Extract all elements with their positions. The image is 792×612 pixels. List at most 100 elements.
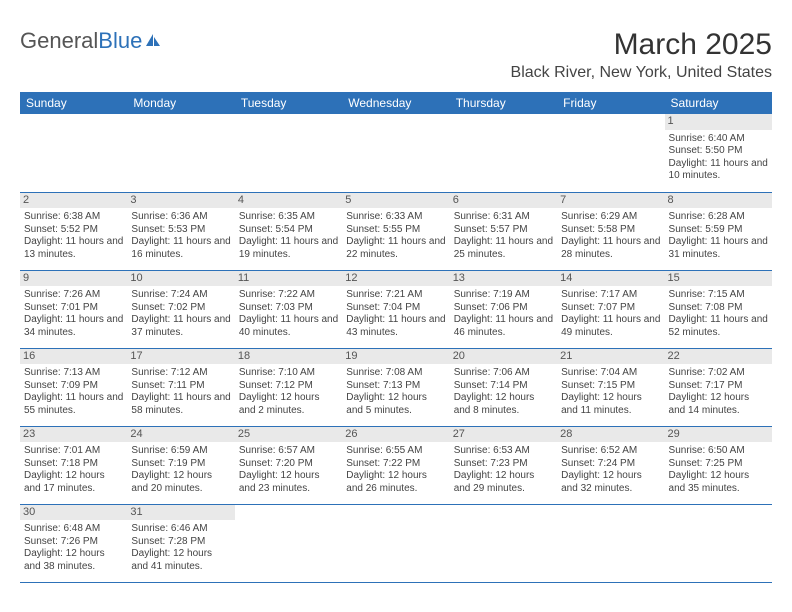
daylight-text: Daylight: 12 hours and 11 minutes. bbox=[561, 392, 660, 417]
calendar-cell-empty bbox=[342, 504, 449, 582]
calendar-cell: 9Sunrise: 7:26 AMSunset: 7:01 PMDaylight… bbox=[20, 270, 127, 348]
calendar-cell-empty bbox=[235, 114, 342, 192]
sunrise-text: Sunrise: 6:33 AM bbox=[346, 211, 445, 224]
calendar-cell: 21 Sunrise: 7:04 AMSunset: 7:15 PMDayligh… bbox=[557, 348, 664, 426]
daylight-text: Daylight: 11 hours and 16 minutes. bbox=[131, 236, 230, 261]
sunset-text: Sunset: 5:55 PM bbox=[346, 224, 445, 237]
calendar-row: 2 Sunrise: 6:38 AMSunset: 5:52 PM Daylight… bbox=[20, 192, 772, 270]
calendar-cell: 26Sunrise: 6:55 AMSunset: 7:22 PMDayligh… bbox=[342, 426, 449, 504]
sunset-text: Sunset: 7:15 PM bbox=[561, 380, 660, 393]
sunrise-text: Sunrise: 7:10 AM bbox=[239, 367, 338, 380]
sunrise-text: Sunrise: 7:15 AM bbox=[669, 289, 768, 302]
calendar-cell: 17Sunrise: 7:12 AMSunset: 7:11 PMDayligh… bbox=[127, 348, 234, 426]
day-number: 11 bbox=[235, 271, 342, 287]
calendar-row: 23Sunrise: 7:01 AMSunset: 7:18 PMDayligh… bbox=[20, 426, 772, 504]
logo-text-2: Blue bbox=[98, 28, 142, 54]
sunrise-text: Sunrise: 7:19 AM bbox=[454, 289, 553, 302]
sunrise-text: Sunrise: 6:29 AM bbox=[561, 211, 660, 224]
daylight-text: Daylight: 11 hours and 49 minutes. bbox=[561, 314, 660, 339]
daylight-text: Daylight: 11 hours and 43 minutes. bbox=[346, 314, 445, 339]
weekday-header: Sunday bbox=[20, 92, 127, 114]
day-number: 17 bbox=[127, 349, 234, 365]
calendar-cell-empty bbox=[557, 114, 664, 192]
sunset-text: Sunset: 5:57 PM bbox=[454, 224, 553, 237]
day-number: 6 bbox=[450, 193, 557, 209]
daylight-text: Daylight: 11 hours and 52 minutes. bbox=[669, 314, 768, 339]
sunrise-text: Sunrise: 6:40 AM bbox=[669, 133, 768, 146]
daylight-text: Daylight: 12 hours and 35 minutes. bbox=[669, 470, 768, 495]
daylight-text: Daylight: 11 hours and 31 minutes. bbox=[669, 236, 768, 261]
sunset-text: Sunset: 7:24 PM bbox=[561, 458, 660, 471]
daylight-text: Daylight: 12 hours and 2 minutes. bbox=[239, 392, 338, 417]
calendar-row: 1Sunrise: 6:40 AMSunset: 5:50 PMDaylight… bbox=[20, 114, 772, 192]
day-number: 26 bbox=[342, 427, 449, 443]
sunrise-text: Sunrise: 7:17 AM bbox=[561, 289, 660, 302]
day-number: 28 bbox=[557, 427, 664, 443]
sunset-text: Sunset: 7:14 PM bbox=[454, 380, 553, 393]
calendar-cell: 11 Sunrise: 7:22 AMSunset: 7:03 PMDayligh… bbox=[235, 270, 342, 348]
calendar-cell: 15Sunrise: 7:15 AMSunset: 7:08 PMDayligh… bbox=[665, 270, 772, 348]
sunset-text: Sunset: 5:59 PM bbox=[669, 224, 768, 237]
daylight-text: Daylight: 11 hours and 19 minutes. bbox=[239, 236, 338, 261]
sunset-text: Sunset: 7:03 PM bbox=[239, 302, 338, 315]
sunset-text: Sunset: 5:53 PM bbox=[131, 224, 230, 237]
day-number: 24 bbox=[127, 427, 234, 443]
day-number: 30 bbox=[20, 505, 127, 521]
sunrise-text: Sunrise: 6:31 AM bbox=[454, 211, 553, 224]
calendar-cell: 19Sunrise: 7:08 AMSunset: 7:13 PMDayligh… bbox=[342, 348, 449, 426]
weekday-header: Wednesday bbox=[342, 92, 449, 114]
calendar-cell: 30Sunrise: 6:48 AMSunset: 7:26 PMDayligh… bbox=[20, 504, 127, 582]
sunrise-text: Sunrise: 6:38 AM bbox=[24, 211, 123, 224]
calendar-cell: 31Sunrise: 6:46 AMSunset: 7:28 PMDayligh… bbox=[127, 504, 234, 582]
calendar-cell-empty bbox=[450, 504, 557, 582]
sunset-text: Sunset: 7:11 PM bbox=[131, 380, 230, 393]
sunrise-text: Sunrise: 6:36 AM bbox=[131, 211, 230, 224]
weekday-header: Tuesday bbox=[235, 92, 342, 114]
sunrise-text: Sunrise: 6:57 AM bbox=[239, 445, 338, 458]
calendar-cell: 5Sunrise: 6:33 AMSunset: 5:55 PMDaylight… bbox=[342, 192, 449, 270]
sunset-text: Sunset: 7:06 PM bbox=[454, 302, 553, 315]
daylight-text: Daylight: 11 hours and 40 minutes. bbox=[239, 314, 338, 339]
daylight-text: Daylight: 11 hours and 55 minutes. bbox=[24, 392, 123, 417]
weekday-header: Saturday bbox=[665, 92, 772, 114]
calendar-cell: 12Sunrise: 7:21 AMSunset: 7:04 PMDayligh… bbox=[342, 270, 449, 348]
sunset-text: Sunset: 5:52 PM bbox=[24, 224, 123, 237]
daylight-text: Daylight: 12 hours and 41 minutes. bbox=[131, 548, 230, 573]
sunset-text: Sunset: 7:01 PM bbox=[24, 302, 123, 315]
day-number: 18 bbox=[235, 349, 342, 365]
calendar-cell: 20Sunrise: 7:06 AMSunset: 7:14 PMDayligh… bbox=[450, 348, 557, 426]
calendar-cell: 24Sunrise: 6:59 AMSunset: 7:19 PMDayligh… bbox=[127, 426, 234, 504]
calendar-cell: 16Sunrise: 7:13 AMSunset: 7:09 PMDayligh… bbox=[20, 348, 127, 426]
daylight-text: Daylight: 12 hours and 26 minutes. bbox=[346, 470, 445, 495]
sunrise-text: Sunrise: 6:46 AM bbox=[131, 523, 230, 536]
calendar-cell-empty bbox=[342, 114, 449, 192]
sunset-text: Sunset: 7:25 PM bbox=[669, 458, 768, 471]
daylight-text: Daylight: 12 hours and 14 minutes. bbox=[669, 392, 768, 417]
day-number: 4 bbox=[235, 193, 342, 209]
daylight-text: Daylight: 12 hours and 32 minutes. bbox=[561, 470, 660, 495]
daylight-text: Daylight: 12 hours and 29 minutes. bbox=[454, 470, 553, 495]
sunset-text: Sunset: 7:23 PM bbox=[454, 458, 553, 471]
calendar-row: 16Sunrise: 7:13 AMSunset: 7:09 PMDayligh… bbox=[20, 348, 772, 426]
sunrise-text: Sunrise: 7:12 AM bbox=[131, 367, 230, 380]
day-number: 9 bbox=[20, 271, 127, 287]
daylight-text: Daylight: 11 hours and 22 minutes. bbox=[346, 236, 445, 261]
daylight-text: Daylight: 11 hours and 34 minutes. bbox=[24, 314, 123, 339]
calendar-cell: 2Sunrise: 6:38 AMSunset: 5:52 PMDaylight… bbox=[20, 192, 127, 270]
day-number: 13 bbox=[450, 271, 557, 287]
calendar-cell: 22Sunrise: 7:02 AMSunset: 7:17 PMDayligh… bbox=[665, 348, 772, 426]
day-number: 21 bbox=[557, 349, 664, 365]
day-number: 2 bbox=[20, 193, 127, 209]
logo-text-1: General bbox=[20, 28, 98, 54]
day-number: 20 bbox=[450, 349, 557, 365]
calendar-head: SundayMondayTuesdayWednesdayThursdayFrid… bbox=[20, 92, 772, 114]
sunrise-text: Sunrise: 7:22 AM bbox=[239, 289, 338, 302]
sunrise-text: Sunrise: 7:04 AM bbox=[561, 367, 660, 380]
sunset-text: Sunset: 7:22 PM bbox=[346, 458, 445, 471]
sunset-text: Sunset: 7:20 PM bbox=[239, 458, 338, 471]
daylight-text: Daylight: 11 hours and 46 minutes. bbox=[454, 314, 553, 339]
sunset-text: Sunset: 5:54 PM bbox=[239, 224, 338, 237]
sunrise-text: Sunrise: 6:59 AM bbox=[131, 445, 230, 458]
logo-sail-icon bbox=[144, 32, 162, 48]
calendar-cell: 3Sunrise: 6:36 AMSunset: 5:53 PMDaylight… bbox=[127, 192, 234, 270]
